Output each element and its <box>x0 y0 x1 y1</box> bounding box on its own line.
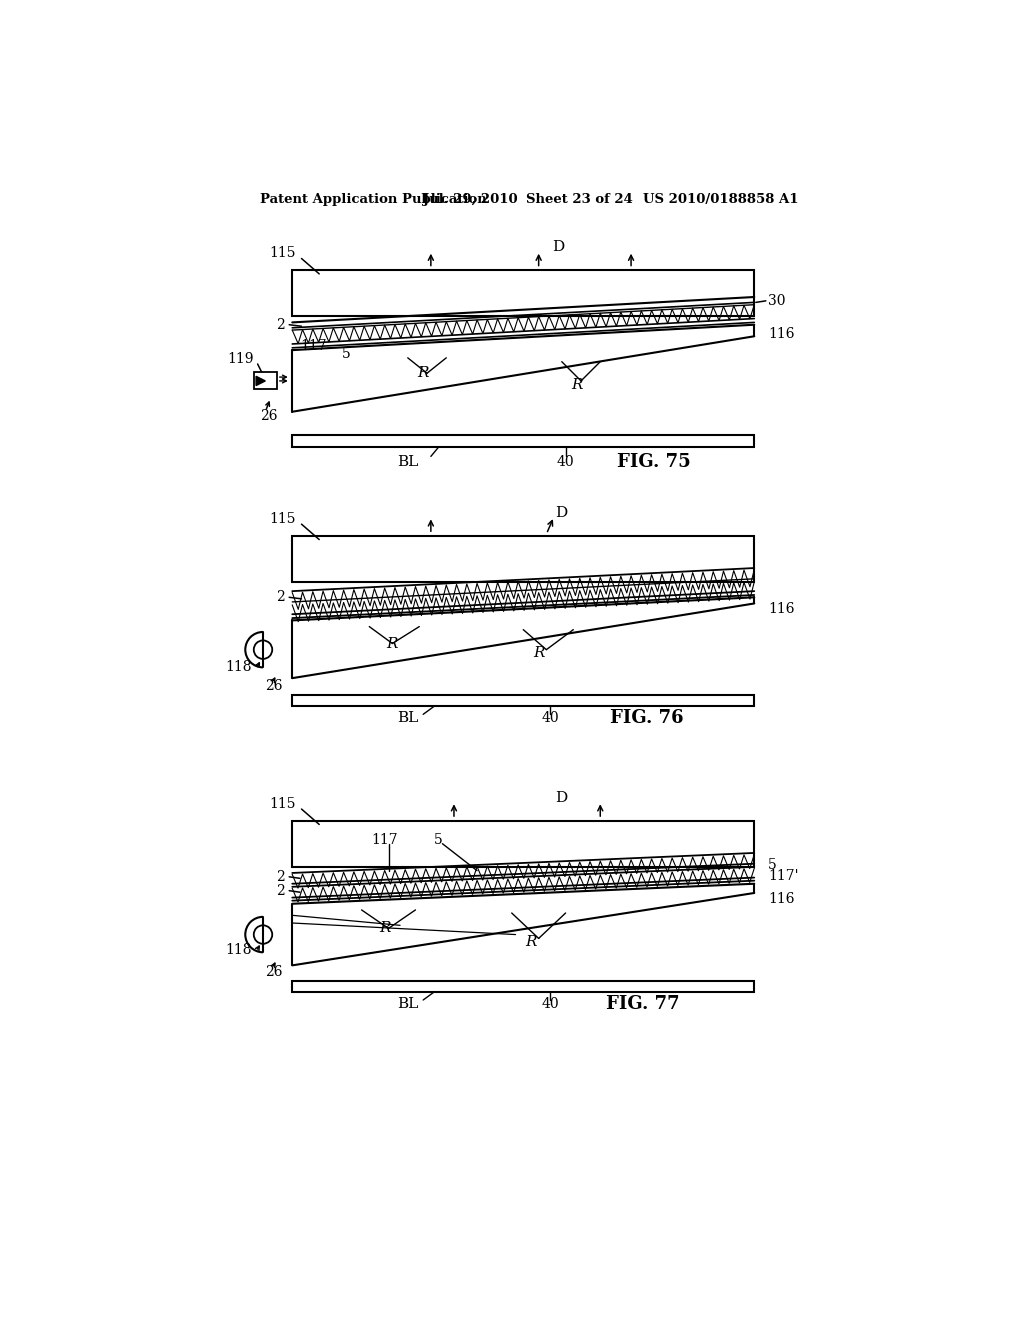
Text: 26: 26 <box>265 965 283 978</box>
Text: 2: 2 <box>275 318 285 331</box>
Text: 30: 30 <box>768 294 785 308</box>
Text: D: D <box>556 791 568 804</box>
Text: 26: 26 <box>265 678 283 693</box>
Bar <box>292 434 755 447</box>
Text: 40: 40 <box>557 455 574 469</box>
Text: BL: BL <box>397 997 419 1011</box>
Bar <box>292 981 755 991</box>
Text: 116: 116 <box>768 892 795 906</box>
Text: 40: 40 <box>542 711 559 725</box>
Text: 117': 117' <box>768 869 799 883</box>
Text: R: R <box>532 645 545 660</box>
Text: 118: 118 <box>225 660 252 673</box>
Text: BL: BL <box>397 455 419 469</box>
Text: R: R <box>571 378 583 392</box>
Text: D: D <box>552 240 564 253</box>
Text: FIG. 76: FIG. 76 <box>609 709 683 727</box>
Text: R: R <box>418 366 429 380</box>
Text: 115: 115 <box>269 512 296 525</box>
Bar <box>292 821 755 867</box>
Text: Patent Application Publication: Patent Application Publication <box>260 194 486 206</box>
Text: 5: 5 <box>768 858 777 873</box>
Text: 116: 116 <box>768 602 795 616</box>
Text: 115: 115 <box>269 246 296 260</box>
Text: 118: 118 <box>225 942 252 957</box>
Text: D: D <box>556 506 568 520</box>
Bar <box>292 536 755 582</box>
Text: Sheet 23 of 24: Sheet 23 of 24 <box>525 194 633 206</box>
Text: 115: 115 <box>269 797 296 810</box>
Text: 2: 2 <box>275 590 285 605</box>
Text: 117: 117 <box>300 338 327 352</box>
Text: 40: 40 <box>542 997 559 1011</box>
Text: Jul. 29, 2010: Jul. 29, 2010 <box>423 194 518 206</box>
Text: 117: 117 <box>372 833 398 847</box>
Text: FIG. 75: FIG. 75 <box>617 453 691 471</box>
Text: R: R <box>525 936 537 949</box>
Text: R: R <box>379 921 390 936</box>
Text: US 2010/0188858 A1: US 2010/0188858 A1 <box>643 194 799 206</box>
Polygon shape <box>256 376 265 385</box>
Text: R: R <box>387 636 398 651</box>
Text: 2: 2 <box>275 883 285 898</box>
Text: 2: 2 <box>275 870 285 884</box>
Text: FIG. 77: FIG. 77 <box>606 995 679 1012</box>
Text: 5: 5 <box>434 833 443 847</box>
Text: 116: 116 <box>768 327 795 341</box>
Bar <box>254 372 276 389</box>
Bar <box>292 271 755 317</box>
Bar <box>292 696 755 706</box>
Text: 119: 119 <box>227 352 254 367</box>
Text: 5: 5 <box>342 347 350 360</box>
Text: BL: BL <box>397 711 419 725</box>
Text: 26: 26 <box>260 409 278 422</box>
